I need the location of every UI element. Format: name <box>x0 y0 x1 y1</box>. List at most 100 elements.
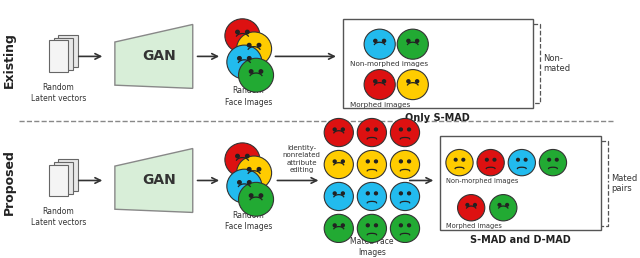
Circle shape <box>399 128 403 131</box>
Circle shape <box>357 182 387 211</box>
Circle shape <box>333 160 336 163</box>
Circle shape <box>508 149 536 176</box>
Circle shape <box>324 118 353 147</box>
Circle shape <box>357 214 387 243</box>
Circle shape <box>540 149 566 176</box>
Circle shape <box>466 204 468 206</box>
Circle shape <box>357 118 387 147</box>
Circle shape <box>374 39 377 42</box>
Circle shape <box>333 128 336 131</box>
Circle shape <box>248 181 251 184</box>
Circle shape <box>374 224 378 227</box>
Circle shape <box>236 30 239 34</box>
Circle shape <box>250 194 253 197</box>
Circle shape <box>227 169 262 203</box>
Circle shape <box>357 150 387 179</box>
Circle shape <box>341 128 344 131</box>
Circle shape <box>364 29 396 59</box>
FancyBboxPatch shape <box>49 41 68 72</box>
Circle shape <box>399 160 403 163</box>
Circle shape <box>397 29 428 59</box>
Circle shape <box>490 195 517 221</box>
Circle shape <box>225 143 260 177</box>
FancyBboxPatch shape <box>54 162 73 194</box>
Circle shape <box>397 70 428 100</box>
Circle shape <box>366 128 369 131</box>
Circle shape <box>237 32 271 66</box>
FancyBboxPatch shape <box>58 159 78 191</box>
Text: Non-morphed images: Non-morphed images <box>351 61 429 67</box>
Text: Random
Latent vectors: Random Latent vectors <box>31 83 86 103</box>
Circle shape <box>257 167 260 171</box>
Circle shape <box>498 204 501 206</box>
Circle shape <box>462 158 465 161</box>
FancyBboxPatch shape <box>440 136 601 230</box>
Text: Existing: Existing <box>3 32 16 88</box>
Circle shape <box>408 160 410 163</box>
Circle shape <box>458 195 485 221</box>
Circle shape <box>250 70 253 73</box>
FancyBboxPatch shape <box>49 165 68 196</box>
Circle shape <box>248 43 251 47</box>
Circle shape <box>408 128 410 131</box>
Circle shape <box>516 158 519 161</box>
Text: Mated Face
Images: Mated Face Images <box>350 237 394 257</box>
Circle shape <box>399 192 403 195</box>
Text: Random
Face Images: Random Face Images <box>225 86 272 107</box>
Text: Random
Face Images: Random Face Images <box>225 211 272 231</box>
Circle shape <box>248 57 251 60</box>
Circle shape <box>324 150 353 179</box>
Circle shape <box>408 192 410 195</box>
Circle shape <box>556 158 558 161</box>
Circle shape <box>399 224 403 227</box>
Circle shape <box>524 158 527 161</box>
Circle shape <box>237 181 241 184</box>
Polygon shape <box>115 25 193 88</box>
Text: Random
Latent vectors: Random Latent vectors <box>31 207 86 227</box>
Text: Only S-MAD: Only S-MAD <box>405 113 470 123</box>
Circle shape <box>237 57 241 60</box>
Circle shape <box>415 39 419 42</box>
Circle shape <box>474 204 476 206</box>
Circle shape <box>324 214 353 243</box>
Text: Morphed images: Morphed images <box>446 223 502 229</box>
FancyBboxPatch shape <box>342 19 532 108</box>
Circle shape <box>366 224 369 227</box>
Text: S-MAD and D-MAD: S-MAD and D-MAD <box>470 235 571 245</box>
Circle shape <box>246 154 249 158</box>
Circle shape <box>374 160 378 163</box>
Text: Mated
pairs: Mated pairs <box>611 174 637 193</box>
Circle shape <box>374 80 377 83</box>
Circle shape <box>236 154 239 158</box>
Text: Non-morphed images: Non-morphed images <box>446 178 518 184</box>
Text: Non-
mated: Non- mated <box>543 54 570 73</box>
Circle shape <box>324 182 353 211</box>
Circle shape <box>366 160 369 163</box>
Circle shape <box>341 224 344 227</box>
Circle shape <box>408 224 410 227</box>
Circle shape <box>390 214 420 243</box>
Circle shape <box>383 39 385 42</box>
Circle shape <box>486 158 488 161</box>
Circle shape <box>506 204 509 206</box>
Circle shape <box>239 58 273 92</box>
Circle shape <box>364 70 396 100</box>
Circle shape <box>246 30 249 34</box>
Text: Morphed images: Morphed images <box>351 101 411 108</box>
FancyBboxPatch shape <box>54 38 73 70</box>
Text: GAN: GAN <box>142 49 175 63</box>
Circle shape <box>390 150 420 179</box>
Circle shape <box>239 182 273 216</box>
FancyBboxPatch shape <box>58 35 78 67</box>
Circle shape <box>415 80 419 83</box>
Circle shape <box>374 192 378 195</box>
Circle shape <box>493 158 496 161</box>
Polygon shape <box>115 149 193 212</box>
Circle shape <box>390 182 420 211</box>
Circle shape <box>227 45 262 79</box>
Text: GAN: GAN <box>142 173 175 188</box>
Text: Proposed: Proposed <box>3 149 16 215</box>
Circle shape <box>407 39 410 42</box>
Circle shape <box>454 158 457 161</box>
Circle shape <box>390 118 420 147</box>
